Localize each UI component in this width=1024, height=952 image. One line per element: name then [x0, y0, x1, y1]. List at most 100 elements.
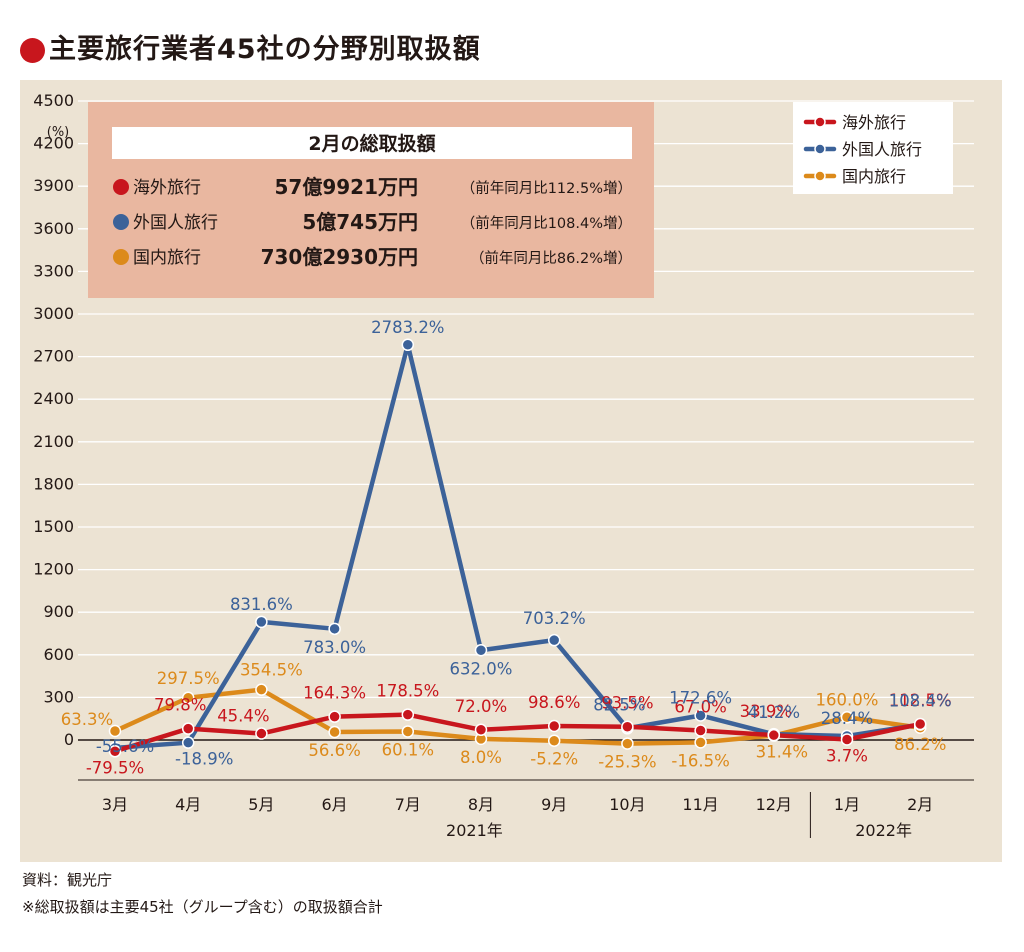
data-point — [547, 734, 561, 747]
legend-marker — [814, 170, 826, 182]
y-tick-label: 1800 — [33, 474, 74, 493]
data-label: 31.4% — [756, 743, 808, 762]
x-tick-label: 11月 — [682, 795, 718, 814]
series-line-0 — [112, 712, 923, 754]
data-point — [181, 691, 195, 705]
data-point — [621, 737, 634, 750]
y-tick-label: 1200 — [33, 560, 74, 579]
data-label: 108.4% — [889, 692, 952, 711]
y-tick-label: 3000 — [33, 304, 74, 323]
y-tick-label: 4500 — [33, 91, 74, 110]
data-label: -25.3% — [598, 753, 656, 772]
x-tick-label: 8月 — [468, 795, 494, 814]
data-label: 160.0% — [816, 690, 879, 709]
summary-row-change: （前年同月比112.5%増） — [461, 180, 632, 197]
legend-label: 国内旅行 — [842, 167, 906, 186]
data-label: 2783.2% — [371, 318, 444, 337]
data-point — [474, 723, 488, 737]
data-point — [547, 719, 561, 733]
summary-bullet-icon — [113, 249, 129, 265]
data-point — [694, 736, 707, 749]
data-label: 82.5% — [593, 695, 645, 714]
x-tick-label: 5月 — [248, 795, 274, 814]
summary-title-bar — [112, 127, 632, 159]
legend-label: 外国人旅行 — [842, 140, 922, 159]
y-tick-label: 3300 — [33, 261, 74, 280]
data-point — [328, 725, 341, 739]
x-tick-label: 3月 — [102, 795, 128, 814]
series-line-1 — [112, 342, 923, 751]
y-axis-unit: (%) — [47, 125, 70, 140]
data-label: 28.4% — [821, 709, 873, 728]
data-label: 354.5% — [240, 661, 303, 680]
summary-row-amount: 5億745万円 — [302, 210, 418, 234]
data-point — [694, 724, 707, 737]
data-label: 79.8% — [154, 696, 206, 715]
data-label: 86.2% — [894, 735, 946, 754]
data-label: 41.2% — [748, 703, 800, 722]
data-label: 60.1% — [382, 740, 434, 759]
summary-row-amount: 730億2930万円 — [261, 245, 418, 269]
data-point — [767, 728, 781, 742]
page-title-text: 主要旅行業者45社の分野別取扱額 — [49, 34, 481, 65]
summary-title: 2月の総取扱額 — [308, 132, 435, 155]
x-tick-label: 7月 — [395, 795, 421, 814]
data-point — [328, 710, 341, 723]
footnote: ※総取扱額は主要45社（グループ含む）の取扱額合計 — [22, 898, 383, 916]
data-label: 172.6% — [669, 688, 732, 707]
x-tick-label: 4月 — [175, 795, 201, 814]
y-tick-label: 3600 — [33, 219, 74, 238]
data-label: -79.5% — [86, 758, 144, 777]
data-label: 33.9% — [740, 702, 792, 721]
line-chart: 0 300 600 900 1200 1500 1800 2100 2400 2700 3000 33… — [33, 91, 974, 840]
summary-row-change: （前年同月比108.4%増） — [461, 215, 632, 232]
data-point — [840, 733, 854, 746]
data-label: 93.5% — [601, 694, 653, 713]
data-label: 45.4% — [217, 707, 269, 726]
data-label: -5.2% — [530, 750, 578, 769]
summary-row-change: （前年同月比86.2%増） — [470, 250, 632, 267]
data-point — [621, 720, 634, 733]
data-label: -18.9% — [175, 750, 233, 769]
year-label: 2022年 — [855, 821, 912, 840]
data-point — [474, 644, 488, 657]
data-point — [694, 709, 707, 722]
y-tick-label: 2700 — [33, 347, 74, 366]
data-label: 831.6% — [230, 595, 293, 614]
data-point — [108, 724, 122, 738]
data-label: -55.6% — [96, 737, 154, 756]
x-tick-label: 9月 — [541, 795, 567, 814]
x-tick-label: 6月 — [322, 795, 348, 814]
data-label: 56.6% — [308, 741, 360, 760]
data-point — [328, 622, 341, 636]
source-note: 資料：観光庁 — [22, 871, 113, 889]
x-tick-label: 12月 — [756, 795, 792, 814]
data-label: 98.6% — [528, 693, 580, 712]
data-label: 703.2% — [523, 609, 586, 628]
data-point — [181, 722, 195, 735]
data-point — [255, 727, 268, 740]
data-label: 632.0% — [450, 659, 513, 678]
legend-marker — [814, 116, 826, 128]
title-bullet-icon — [20, 37, 45, 63]
data-point — [401, 708, 415, 721]
y-tick-label: 600 — [43, 645, 74, 664]
y-tick-label: 900 — [43, 602, 74, 621]
summary-bullet-icon — [113, 179, 129, 195]
data-label: 72.0% — [455, 697, 507, 716]
data-point — [913, 717, 927, 731]
summary-row-name: 外国人旅行 — [133, 213, 218, 233]
data-point — [108, 745, 122, 758]
data-point — [547, 633, 561, 647]
data-point — [255, 615, 268, 629]
data-label: 63.3% — [61, 710, 113, 729]
data-point — [181, 736, 195, 749]
data-point — [401, 725, 415, 738]
x-tick-label: 1月 — [834, 795, 860, 814]
y-tick-label: 2400 — [33, 389, 74, 408]
data-label: -16.5% — [671, 751, 729, 770]
year-label: 2021年 — [446, 821, 503, 840]
legend-marker — [814, 143, 826, 155]
data-label: 8.0% — [460, 748, 502, 767]
summary-bullet-icon — [113, 214, 129, 230]
